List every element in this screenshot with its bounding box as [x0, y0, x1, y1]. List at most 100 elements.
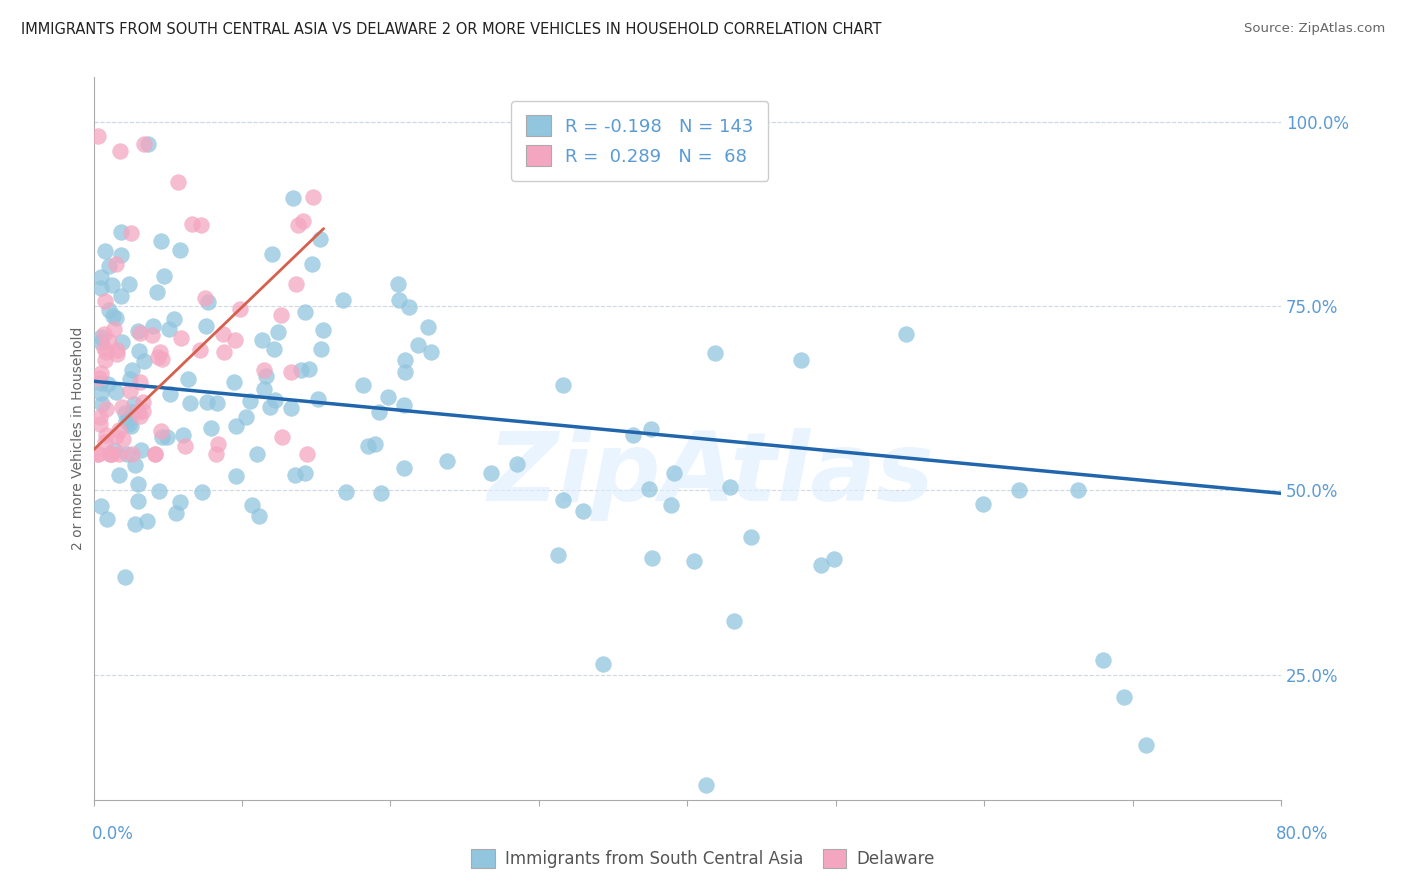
- Point: [101, 309, 124, 323]
- Point: [91, 396, 114, 410]
- Point: [132, 404, 155, 418]
- Point: [122, 397, 145, 411]
- Point: [190, 218, 212, 232]
- Point: [285, 277, 308, 292]
- Point: [105, 343, 128, 357]
- Point: [436, 454, 458, 468]
- Point: [551, 492, 574, 507]
- Point: [120, 227, 142, 241]
- Point: [169, 243, 191, 257]
- Point: [335, 485, 357, 500]
- Point: [101, 277, 124, 292]
- Point: [105, 347, 128, 361]
- Point: [120, 419, 142, 434]
- Point: [98, 259, 121, 273]
- Point: [150, 352, 173, 367]
- Point: [254, 369, 277, 384]
- Point: [108, 467, 131, 482]
- Point: [132, 394, 155, 409]
- Point: [94, 434, 117, 449]
- Point: [1008, 483, 1031, 498]
- Point: [682, 553, 704, 567]
- Point: [640, 422, 662, 436]
- Point: [270, 430, 292, 444]
- Point: [398, 300, 420, 314]
- Point: [89, 371, 111, 385]
- Point: [214, 345, 236, 359]
- Point: [136, 136, 159, 151]
- Point: [104, 311, 127, 326]
- Point: [132, 354, 155, 368]
- Point: [298, 361, 321, 376]
- Point: [146, 285, 169, 299]
- Point: [150, 234, 173, 248]
- Point: [118, 277, 141, 291]
- Point: [170, 330, 193, 344]
- Point: [790, 352, 813, 367]
- Point: [90, 334, 112, 349]
- Point: [117, 413, 139, 427]
- Point: [1067, 483, 1090, 498]
- Point: [357, 439, 380, 453]
- Point: [121, 446, 143, 460]
- Point: [98, 446, 121, 460]
- Point: [664, 466, 686, 480]
- Point: [89, 409, 111, 424]
- Point: [394, 352, 416, 367]
- Point: [118, 384, 141, 399]
- Point: [394, 365, 416, 379]
- Point: [89, 417, 111, 431]
- Point: [111, 432, 134, 446]
- Point: [104, 428, 127, 442]
- Point: [150, 425, 173, 439]
- Point: [141, 328, 163, 343]
- Point: [143, 446, 166, 460]
- Point: [120, 371, 142, 385]
- Point: [142, 318, 165, 333]
- Point: [156, 430, 179, 444]
- Point: [312, 323, 335, 337]
- Legend: Immigrants from South Central Asia, Delaware: Immigrants from South Central Asia, Dela…: [464, 842, 942, 875]
- Point: [270, 308, 292, 322]
- Point: [103, 322, 125, 336]
- Point: [143, 446, 166, 460]
- Point: [159, 387, 181, 401]
- Point: [352, 377, 374, 392]
- Point: [177, 371, 200, 385]
- Point: [228, 302, 250, 317]
- Point: [169, 494, 191, 508]
- Point: [695, 778, 717, 792]
- Point: [1114, 690, 1136, 704]
- Point: [894, 326, 917, 341]
- Point: [135, 514, 157, 528]
- Point: [124, 517, 146, 532]
- Point: [98, 334, 121, 348]
- Point: [659, 498, 682, 512]
- Point: [1135, 738, 1157, 752]
- Point: [225, 469, 247, 483]
- Point: [302, 190, 325, 204]
- Point: [253, 363, 276, 377]
- Point: [235, 409, 257, 424]
- Point: [172, 428, 194, 442]
- Point: [263, 343, 285, 357]
- Point: [392, 398, 415, 412]
- Point: [173, 439, 195, 453]
- Point: [94, 344, 117, 359]
- Point: [281, 191, 304, 205]
- Point: [290, 363, 312, 377]
- Point: [641, 550, 664, 565]
- Point: [242, 499, 264, 513]
- Point: [90, 366, 112, 380]
- Point: [370, 486, 392, 500]
- Point: [153, 269, 176, 284]
- Point: [704, 346, 727, 360]
- Point: [110, 225, 132, 239]
- Point: [87, 446, 110, 460]
- Point: [98, 446, 121, 460]
- Point: [157, 321, 180, 335]
- Point: [110, 144, 132, 158]
- Y-axis label: 2 or more Vehicles in Household: 2 or more Vehicles in Household: [72, 327, 86, 550]
- Point: [94, 244, 117, 259]
- Point: [103, 442, 125, 457]
